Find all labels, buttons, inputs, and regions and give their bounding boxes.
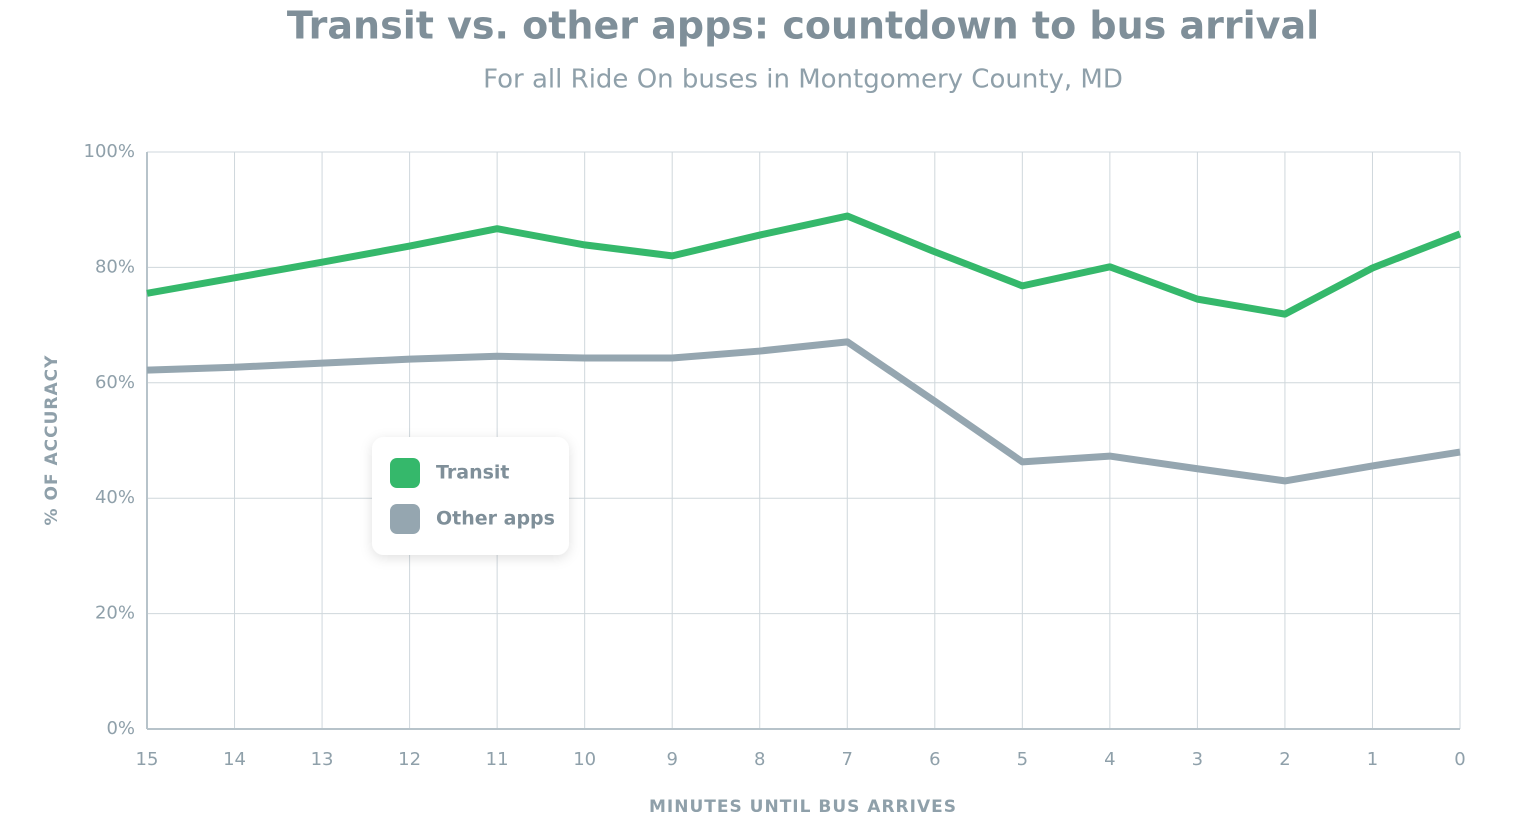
chart-title: Transit vs. other apps: countdown to bus…	[287, 4, 1319, 48]
x-tick-label: 10	[573, 749, 596, 770]
legend-swatch	[390, 504, 420, 534]
x-tick-label: 9	[666, 749, 677, 770]
x-tick-label: 14	[223, 749, 246, 770]
x-tick-label: 15	[136, 749, 159, 770]
legend-swatch	[390, 458, 420, 488]
x-tick-label: 6	[929, 749, 940, 770]
x-tick-label: 4	[1104, 749, 1115, 770]
y-tick-label: 40%	[95, 487, 135, 508]
legend-label: Other apps	[436, 508, 555, 530]
x-tick-label: 13	[311, 749, 334, 770]
x-tick-label: 3	[1192, 749, 1203, 770]
y-tick-label: 20%	[95, 603, 135, 624]
x-tick-label: 11	[486, 749, 509, 770]
y-tick-label: 100%	[84, 141, 135, 162]
x-tick-label: 12	[398, 749, 421, 770]
series-line	[146, 338, 1461, 485]
x-tick-label: 5	[1017, 749, 1028, 770]
x-tick-label: 2	[1279, 749, 1290, 770]
chart-subtitle: For all Ride On buses in Montgomery Coun…	[483, 65, 1123, 95]
legend-box	[372, 437, 569, 555]
y-tick-label: 60%	[95, 372, 135, 393]
series-line	[146, 212, 1462, 318]
x-tick-label: 1	[1367, 749, 1378, 770]
y-tick-label: 0%	[106, 718, 135, 739]
x-tick-label: 7	[842, 749, 853, 770]
legend-label: Transit	[436, 462, 510, 484]
y-axis-label: % OF ACCURACY	[42, 355, 62, 526]
x-tick-label: 0	[1454, 749, 1465, 770]
x-tick-label: 8	[754, 749, 765, 770]
y-tick-label: 80%	[95, 256, 135, 277]
x-axis-label: MINUTES UNTIL BUS ARRIVES	[649, 797, 957, 817]
